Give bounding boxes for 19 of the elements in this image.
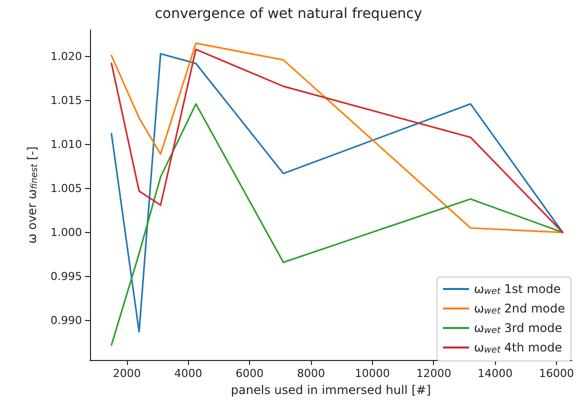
line-series <box>110 52 564 333</box>
y-tick-label: 1.015 <box>50 94 82 107</box>
x-tick-label: 14000 <box>478 367 513 380</box>
x-tick-label: 6000 <box>236 367 264 380</box>
x-tick-label: 12000 <box>416 367 452 380</box>
x-tick-label: 10000 <box>354 367 390 380</box>
x-axis-title: panels used in immersed hull [#] <box>230 383 431 397</box>
y-tick-label: 0.995 <box>50 270 82 283</box>
x-tick-label: 4000 <box>174 367 202 380</box>
y-tick-label: 1.005 <box>50 182 82 195</box>
x-tick-label: 16000 <box>539 367 574 380</box>
y-tick-label: 1.010 <box>50 138 82 151</box>
y-axis-title: ω over ωfinest [-] <box>25 146 40 244</box>
x-tick-label: 8000 <box>296 367 325 380</box>
y-tick-label: 1.000 <box>50 226 82 239</box>
chart-title: convergence of wet natural frequency <box>154 6 422 22</box>
x-tick-label: 2000 <box>112 367 141 380</box>
y-tick-label: 0.990 <box>50 314 82 327</box>
y-tick-label: 1.020 <box>50 50 82 63</box>
